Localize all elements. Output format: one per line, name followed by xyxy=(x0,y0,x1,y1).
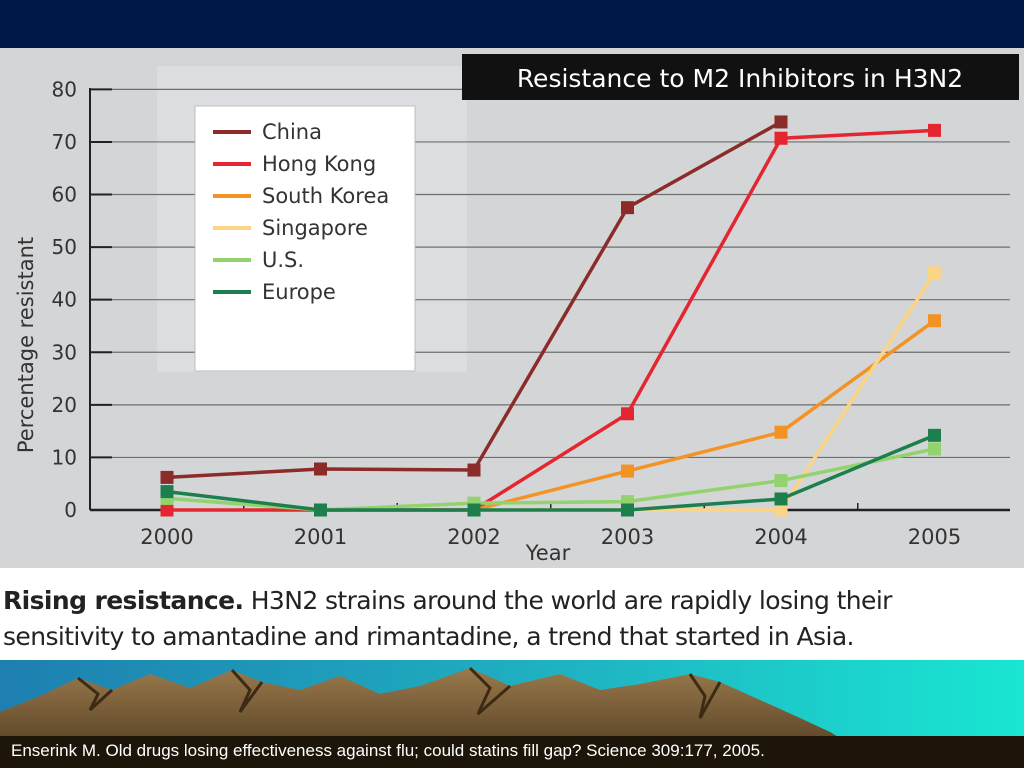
y-axis-label: Percentage resistant xyxy=(14,237,38,453)
chart-title-box xyxy=(462,54,1019,100)
caption-lead: Rising resistance. xyxy=(3,586,244,615)
citation: Enserink M. Old drugs losing effectivene… xyxy=(11,741,765,760)
y-tick-label: 50 xyxy=(52,235,77,259)
data-point xyxy=(160,485,174,499)
series-line xyxy=(474,271,936,512)
footer-shade xyxy=(0,736,1024,768)
legend-label: South Korea xyxy=(262,184,389,208)
data-point xyxy=(928,442,941,456)
legend-label: Europe xyxy=(262,280,336,304)
data-point xyxy=(621,407,634,421)
y-tick-label: 10 xyxy=(52,445,77,469)
chart-title: Resistance to M2 Inhibitors in H3N2 xyxy=(517,64,963,93)
data-point xyxy=(774,425,788,439)
data-point xyxy=(928,123,941,137)
x-tick-label: 2002 xyxy=(447,525,500,549)
y-tick-label: 20 xyxy=(52,393,77,417)
data-point xyxy=(467,503,481,517)
mountain-ridges xyxy=(77,666,722,719)
data-point xyxy=(160,503,174,517)
line-chart: 0 10 20 30 40 50 60 70 80 2000 2001 2002 2003 2004 200… xyxy=(14,54,1019,565)
mountain-footer xyxy=(0,660,1024,768)
figure-caption: Rising resistance. H3N2 strains around t… xyxy=(3,583,1018,655)
x-tick-label: 2001 xyxy=(294,525,347,549)
data-point xyxy=(928,314,941,328)
caption-text: H3N2 strains around the world are rapidl… xyxy=(3,586,892,651)
legend-label: Singapore xyxy=(262,216,368,240)
y-tick-label: 80 xyxy=(52,77,77,101)
data-point xyxy=(774,492,788,506)
data-point xyxy=(467,463,481,477)
x-tick-label: 2000 xyxy=(140,525,193,549)
x-tick-label: 2005 xyxy=(908,525,961,549)
x-tick-label: 2004 xyxy=(754,525,807,549)
series-line xyxy=(166,433,936,512)
data-point xyxy=(621,503,634,517)
legend-label: Hong Kong xyxy=(262,152,376,176)
data-point xyxy=(928,428,941,442)
data-point xyxy=(160,470,174,484)
y-tick-label: 60 xyxy=(52,183,77,207)
data-point xyxy=(314,462,327,476)
data-point xyxy=(774,131,788,145)
data-point xyxy=(774,474,788,488)
legend-label: China xyxy=(262,120,322,144)
y-tick-label: 0 xyxy=(64,498,77,522)
data-point xyxy=(621,464,634,478)
legend-label: U.S. xyxy=(262,248,304,272)
data-point xyxy=(621,201,634,215)
data-point xyxy=(774,503,788,517)
y-tick-label: 70 xyxy=(52,130,77,154)
data-point xyxy=(774,115,788,129)
x-axis-label: Year xyxy=(525,541,571,565)
series-line xyxy=(473,319,936,512)
data-point xyxy=(928,266,941,280)
y-tick-label: 40 xyxy=(52,288,77,312)
slide-top-band xyxy=(0,0,1024,48)
series-line xyxy=(167,128,935,512)
y-tick-label: 30 xyxy=(52,340,77,364)
figure: 0 10 20 30 40 50 60 70 80 2000 2001 2002 2003 2004 200… xyxy=(0,48,1024,660)
x-tick-label: 2003 xyxy=(601,525,654,549)
legend-box xyxy=(194,105,416,372)
series-line xyxy=(166,447,935,512)
data-point xyxy=(314,503,327,517)
